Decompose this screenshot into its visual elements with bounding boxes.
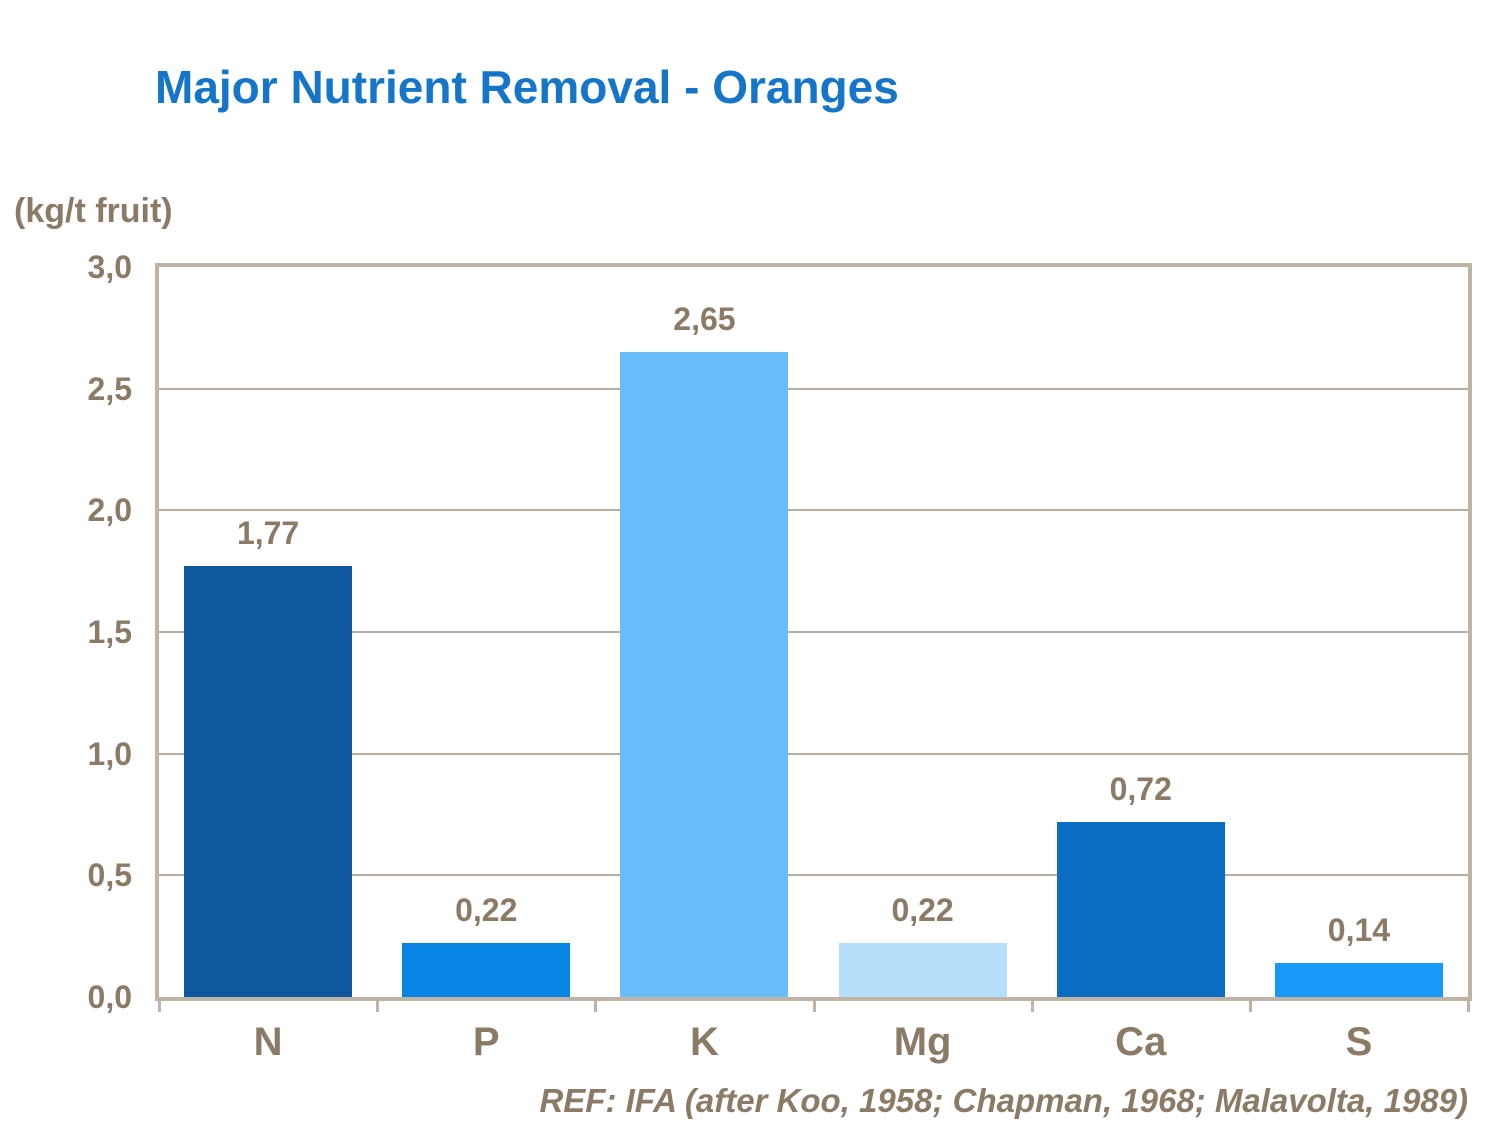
ytick-label-3,0: 3,0 [87,249,132,285]
bar-value-label-S: 0,14 [1327,911,1391,948]
plot-inner: 1,77 0,22 2,65 0,22 0,72 0,14 [159,267,1468,997]
bar-Mg [838,943,1007,997]
bar-Ca [1056,821,1225,997]
gridline [159,631,1468,633]
category-label-Mg: Mg [893,1020,952,1064]
bar-K [620,352,789,997]
ytick-label-0,5: 0,5 [87,857,132,894]
category-label-S: S [1345,1020,1373,1064]
plot-area: 1,77 0,22 2,65 0,22 0,72 0,14 [155,263,1472,1001]
x-axis-tick [1030,1001,1034,1012]
ytick-label-1,0: 1,0 [87,735,132,772]
category-label-Ca: Ca [1115,1020,1167,1064]
gridline [159,509,1468,512]
x-axis-tick [376,1001,380,1012]
bar-value-label-K: 2,65 [673,301,736,338]
category-label-P: P [472,1020,500,1064]
bar-value-label-N: 1,77 [236,515,300,552]
ytick-label-1,5: 1,5 [87,614,132,650]
ytick-label-2,5: 2,5 [87,370,132,407]
x-axis-tick [1248,1001,1252,1012]
reference-note: REF: IFA (after Koo, 1958; Chapman, 1968… [539,1082,1468,1119]
gridline [159,387,1468,390]
x-axis-tick [1467,1001,1470,1012]
x-axis-tick [158,1001,161,1012]
gridline [159,874,1468,877]
y-axis-unit-label: (kg/t fruit) [14,192,173,230]
bar-P [402,943,571,997]
chart-title: Major Nutrient Removal - Oranges [155,61,899,113]
bar-value-label-P: 0,22 [455,892,518,929]
bar-N [184,566,353,997]
ytick-label-0,0: 0,0 [87,979,132,1015]
bar-value-label-Mg: 0,22 [891,892,954,929]
ytick-label-2,0: 2,0 [87,492,132,529]
x-axis-tick [594,1001,598,1012]
bar-value-label-Ca: 0,72 [1109,770,1172,807]
x-axis-tick [812,1001,816,1012]
gridline [159,752,1468,755]
category-label-N: N [253,1020,283,1064]
bar-S [1274,962,1443,997]
category-label-K: K [689,1020,719,1064]
